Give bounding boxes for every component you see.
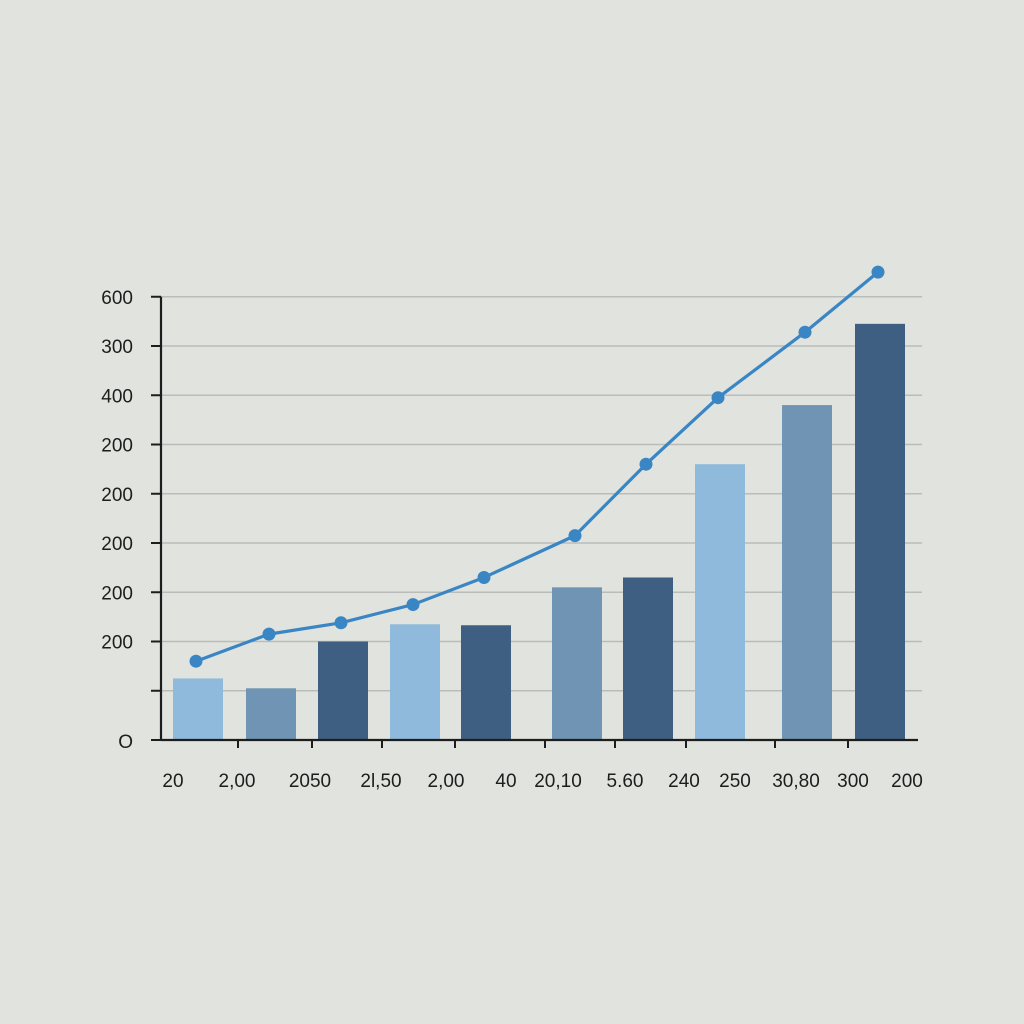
x-tick-label: 2,00: [219, 771, 256, 792]
x-tick-label: 2050: [289, 771, 331, 792]
line-series: [189, 265, 885, 668]
x-tick-label: 2,00: [428, 771, 465, 792]
x-tick-label: 40: [495, 771, 516, 792]
bar: [461, 625, 511, 740]
axes: [151, 295, 918, 748]
line-point: [568, 529, 582, 543]
bar: [390, 624, 440, 740]
bar: [782, 405, 832, 740]
line-point: [711, 391, 725, 405]
y-tick-label: 200: [101, 485, 133, 506]
y-tick-labels: O 200 200 200 200 200 400 300 600: [101, 288, 133, 753]
x-tick-labels: 20 2,00 2050 2l,50 2,00 40 20,10 5.60 240 250 30,8…: [162, 771, 922, 792]
y-tick-label: 400: [101, 386, 133, 407]
bar: [623, 577, 673, 740]
bar: [246, 688, 296, 740]
x-tick-label: 20: [162, 771, 183, 792]
bar: [173, 678, 223, 740]
line-point: [262, 627, 276, 641]
x-tick-label: 250: [719, 771, 751, 792]
y-tick-label: 200: [101, 633, 133, 654]
bar: [318, 641, 368, 740]
y-tick-label: 200: [101, 534, 133, 555]
x-tick-label: 300: [837, 771, 869, 792]
x-tick-label: 240: [668, 771, 700, 792]
x-tick-label: 5.60: [607, 771, 644, 792]
bar: [552, 587, 602, 740]
x-tick-label: 200: [891, 771, 923, 792]
x-tick-label: 2l,50: [360, 771, 401, 792]
bars: [173, 323, 905, 740]
x-tick-label: 30,80: [772, 771, 820, 792]
y-tick-label: 600: [101, 288, 133, 309]
line-point: [477, 570, 491, 584]
line-point: [871, 265, 885, 279]
line-point: [189, 654, 203, 668]
y-tick-label: 200: [101, 436, 133, 457]
y-tick-label: 300: [101, 337, 133, 358]
y-tick-label: O: [118, 732, 133, 753]
line-point: [798, 325, 812, 339]
bar: [855, 323, 905, 740]
line-point: [639, 457, 653, 471]
series-line: [194, 270, 880, 663]
x-tick-label: 20,10: [534, 771, 582, 792]
gridlines: [161, 295, 922, 692]
line-point: [334, 616, 348, 630]
y-tick-label: 200: [101, 583, 133, 604]
bar: [695, 464, 745, 740]
line-point: [406, 598, 420, 612]
